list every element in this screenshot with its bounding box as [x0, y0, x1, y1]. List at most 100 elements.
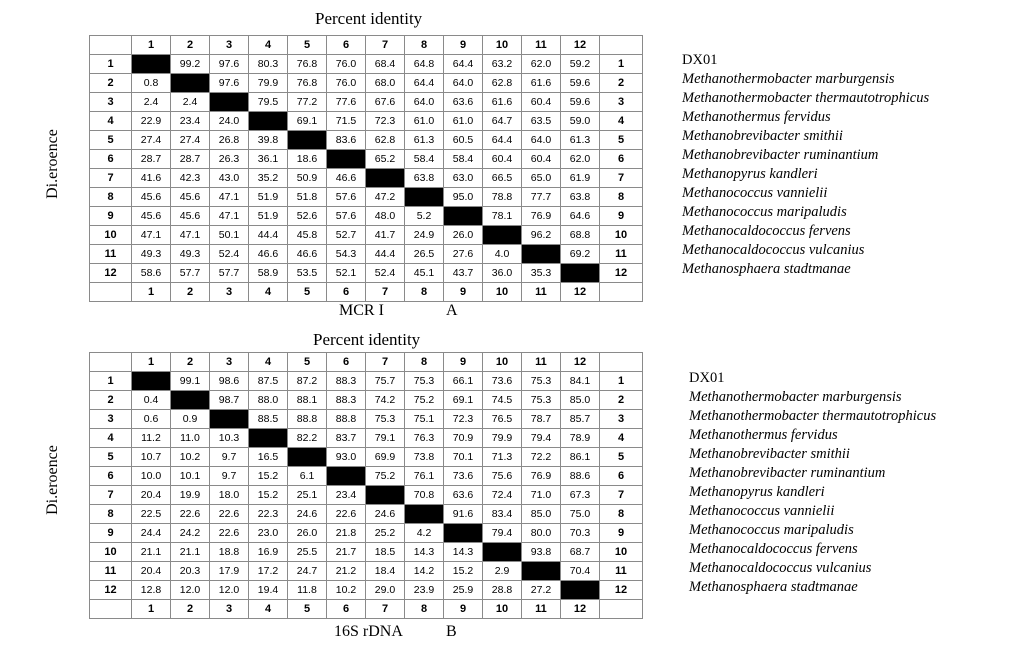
species-label: Methanothermobacter marburgensis: [682, 71, 895, 87]
matrix-cell: 18.8: [209, 542, 249, 562]
diagonal-cell: [482, 542, 522, 562]
matrix-cell: 60.4: [521, 149, 561, 169]
column-header-row-bottom: 1 2 3 4 5 6 7 8 9 10 11 12: [89, 599, 643, 619]
matrix-cell: 51.9: [248, 187, 288, 207]
matrix-cell: 46.6: [326, 168, 366, 188]
diagonal-cell: [131, 54, 171, 74]
row-header: 6: [89, 466, 132, 486]
row-header: 8: [89, 504, 132, 524]
matrix-cell: 68.0: [365, 73, 405, 93]
diagonal-cell: [404, 187, 444, 207]
row-header: 5: [89, 447, 132, 467]
matrix-cell: 79.9: [248, 73, 288, 93]
table-row: 9 24.4 24.2 22.6 23.0 26.0 21.8 25.2 4.2 79.4 80.0…: [89, 523, 643, 543]
species-list: DX01 Methanothermobacter marburgensis Meth…: [682, 51, 929, 279]
matrix-cell: 64.0: [404, 92, 444, 112]
matrix-cell: 47.1: [131, 225, 171, 245]
matrix-cell: 78.9: [560, 428, 600, 448]
species-label: Methanococcus vannielii: [682, 185, 828, 201]
difference-axis-label: Di.eroence: [43, 129, 61, 199]
matrix-cell: 79.4: [521, 428, 561, 448]
matrix-cell: 0.4: [131, 390, 171, 410]
panel-letter: B: [446, 623, 457, 640]
matrix-cell: 61.6: [521, 73, 561, 93]
matrix-cell: 51.8: [287, 187, 327, 207]
matrix-cell: 79.1: [365, 428, 405, 448]
matrix-cell: 87.5: [248, 371, 288, 391]
matrix-cell: 75.6: [482, 466, 522, 486]
column-header: 6: [326, 352, 366, 372]
matrix-cell: 10.2: [326, 580, 366, 600]
matrix-cell: 21.8: [326, 523, 366, 543]
matrix-cell: 65.2: [365, 149, 405, 169]
matrix-cell: 9.7: [209, 466, 249, 486]
column-header: 9: [443, 599, 483, 619]
matrix-cell: 46.6: [287, 244, 327, 264]
species-label: Methanocaldococcus fervens: [689, 541, 858, 557]
matrix-cell: 12.0: [209, 580, 249, 600]
column-header: 10: [482, 599, 522, 619]
matrix-cell: 22.6: [326, 504, 366, 524]
diagonal-cell: [209, 92, 249, 112]
matrix-cell: 83.6: [326, 130, 366, 150]
column-header: 1: [131, 282, 171, 302]
matrix-cell: 59.6: [560, 92, 600, 112]
matrix-cell: 61.3: [404, 130, 444, 150]
species-label: Methanococcus maripaludis: [682, 204, 847, 220]
row-header: 7: [599, 168, 643, 188]
diagonal-cell: [443, 523, 483, 543]
matrix-cell: 63.0: [443, 168, 483, 188]
table-row: 10 47.1 47.1 50.1 44.4 45.8 52.7 41.7 24.9 26.0 96…: [89, 225, 643, 245]
matrix-cell: 35.3: [521, 263, 561, 283]
matrix-cell: 11.0: [170, 428, 210, 448]
row-header: 2: [599, 390, 643, 410]
matrix-cell: 18.0: [209, 485, 249, 505]
matrix-cell: 72.2: [521, 447, 561, 467]
matrix-cell: 96.2: [521, 225, 561, 245]
matrix-cell: 17.2: [248, 561, 288, 581]
matrix-cell: 57.7: [170, 263, 210, 283]
matrix-cell: 27.4: [170, 130, 210, 150]
row-header: 8: [599, 187, 643, 207]
matrix-cell: 75.3: [521, 371, 561, 391]
matrix-cell: 78.8: [482, 187, 522, 207]
species-label: Methanothermobacter thermautotrophicus: [682, 90, 930, 106]
matrix-cell: 14.3: [404, 542, 444, 562]
table-row: 7 20.4 19.9 18.0 15.2 25.1 23.4 70.8 63.6 72.4 71.…: [89, 485, 643, 505]
matrix-cell: 97.6: [209, 54, 249, 74]
table-row: 2 0.8 97.6 79.9 76.8 76.0 68.0 64.4 64.0 62.8 61.6…: [89, 73, 643, 93]
column-header: 2: [170, 282, 210, 302]
matrix-cell: 67.6: [365, 92, 405, 112]
matrix-cell: 47.2: [365, 187, 405, 207]
column-header: 8: [404, 352, 444, 372]
matrix-cell: 29.0: [365, 580, 405, 600]
column-header: 7: [365, 352, 405, 372]
species-label: Methanocaldococcus vulcanius: [682, 242, 865, 258]
species-label: Methanocaldococcus fervens: [682, 223, 851, 239]
diagonal-cell: [287, 447, 327, 467]
corner-cell: [89, 35, 132, 55]
matrix-cell: 25.5: [287, 542, 327, 562]
matrix-cell: 73.8: [404, 447, 444, 467]
matrix-cell: 10.2: [170, 447, 210, 467]
row-header: 4: [89, 428, 132, 448]
species-label: Methanobrevibacter smithii: [682, 128, 843, 144]
column-header: 8: [404, 599, 444, 619]
matrix-cell: 62.8: [482, 73, 522, 93]
table-row: 9 45.6 45.6 47.1 51.9 52.6 57.6 48.0 5.2 78.1 76.9…: [89, 206, 643, 226]
species-list: DX01 Methanothermobacter marburgensis Meth…: [689, 369, 936, 597]
matrix-cell: 46.6: [248, 244, 288, 264]
matrix-cell: 58.9: [248, 263, 288, 283]
matrix-cell: 49.3: [131, 244, 171, 264]
matrix-cell: 72.4: [482, 485, 522, 505]
column-header: 10: [482, 35, 522, 55]
matrix-cell: 88.8: [326, 409, 366, 429]
panel-caption: 16S rDNA: [334, 623, 403, 640]
matrix-cell: 25.1: [287, 485, 327, 505]
column-header: 6: [326, 282, 366, 302]
diagonal-cell: [443, 206, 483, 226]
matrix-cell: 22.6: [209, 504, 249, 524]
column-header: 12: [560, 282, 600, 302]
matrix-cell: 99.1: [170, 371, 210, 391]
matrix-cell: 24.0: [209, 111, 249, 131]
